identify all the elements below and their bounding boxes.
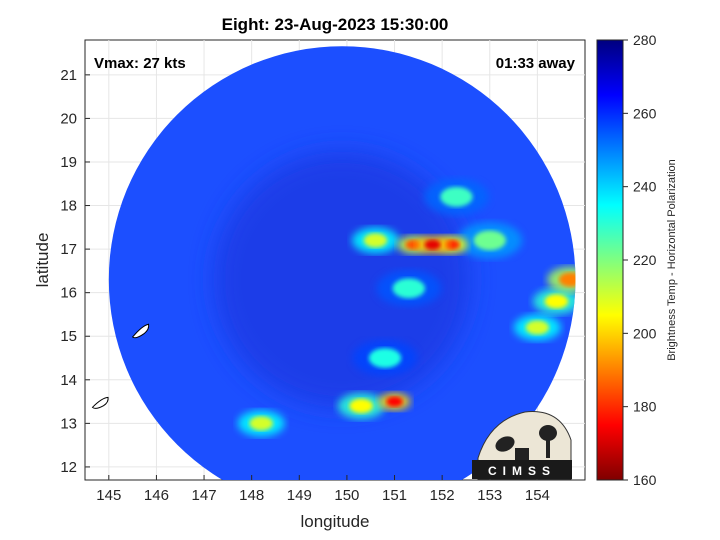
island-guam <box>91 396 109 409</box>
colorbar-tick-label: 220 <box>633 252 657 268</box>
x-tick-label: 150 <box>334 487 359 504</box>
chart-title: Eight: 23-Aug-2023 15:30:00 <box>222 15 449 34</box>
y-tick-label: 20 <box>60 110 77 127</box>
logo-dish <box>495 436 515 452</box>
cimss-logo: CIMSS <box>472 411 572 480</box>
colorbar-tick-label: 260 <box>633 105 657 121</box>
logo-tower <box>546 438 550 458</box>
colorbar-label: Brightness Temp - Horizontal Polarizatio… <box>666 159 678 361</box>
colorbar-tick-label: 280 <box>633 32 657 48</box>
cold-feature-core <box>544 294 569 309</box>
y-tick-label: 21 <box>60 67 77 84</box>
x-tick-label: 152 <box>430 487 455 504</box>
x-tick-label: 146 <box>144 487 169 504</box>
cold-feature-core <box>525 320 550 335</box>
y-axis: 12 13 14 15 16 17 18 19 20 21 <box>60 67 90 476</box>
x-tick-label: 147 <box>192 487 217 504</box>
y-axis-label: latitude <box>33 233 52 288</box>
x-axis: 145 146 147 148 149 150 151 152 153 154 <box>96 475 550 504</box>
cold-feature-core <box>249 416 273 431</box>
cold-feature-core <box>559 272 576 287</box>
time-away-annotation: 01:33 away <box>496 55 576 72</box>
colorbar <box>596 39 624 481</box>
colorbar-tick-label: 200 <box>633 325 657 341</box>
colorbar-tick-label: 180 <box>633 399 657 415</box>
y-tick-label: 16 <box>60 285 77 302</box>
colorbar-tick-label: 160 <box>633 472 657 488</box>
x-tick-label: 145 <box>96 487 121 504</box>
cold-feature-core <box>349 398 373 414</box>
cold-feature-core <box>368 348 402 368</box>
cold-feature-core <box>424 239 441 250</box>
x-tick-label: 154 <box>525 487 550 504</box>
y-tick-label: 19 <box>60 154 77 171</box>
cold-feature-core <box>392 278 426 299</box>
logo-banner <box>472 460 572 479</box>
x-tick-label: 148 <box>239 487 264 504</box>
cold-feature-core <box>473 230 506 251</box>
x-tick-label: 149 <box>287 487 312 504</box>
x-tick-label: 151 <box>382 487 407 504</box>
y-tick-label: 12 <box>60 459 77 476</box>
y-tick-label: 17 <box>60 241 77 258</box>
cold-feature-core <box>440 186 473 207</box>
y-tick-label: 14 <box>60 372 77 389</box>
colorbar-tick-label: 240 <box>633 179 657 195</box>
vmax-annotation: Vmax: 27 kts <box>94 55 186 72</box>
cold-features <box>237 178 576 437</box>
logo-building <box>515 448 529 460</box>
x-axis-label: longitude <box>300 512 369 531</box>
y-tick-label: 15 <box>60 328 77 345</box>
cold-feature-core <box>386 396 403 407</box>
island-outlines <box>91 323 150 409</box>
cold-feature-core <box>363 233 388 248</box>
logo-tank <box>539 425 557 441</box>
swath-shading <box>213 151 471 408</box>
logo-text: CIMSS <box>488 464 556 478</box>
x-tick-label: 153 <box>477 487 502 504</box>
y-tick-label: 13 <box>60 415 77 432</box>
y-tick-label: 18 <box>60 198 77 215</box>
island-rota <box>131 323 150 339</box>
colorbar-ticks: 160 180 200 220 240 260 280 <box>623 32 657 488</box>
